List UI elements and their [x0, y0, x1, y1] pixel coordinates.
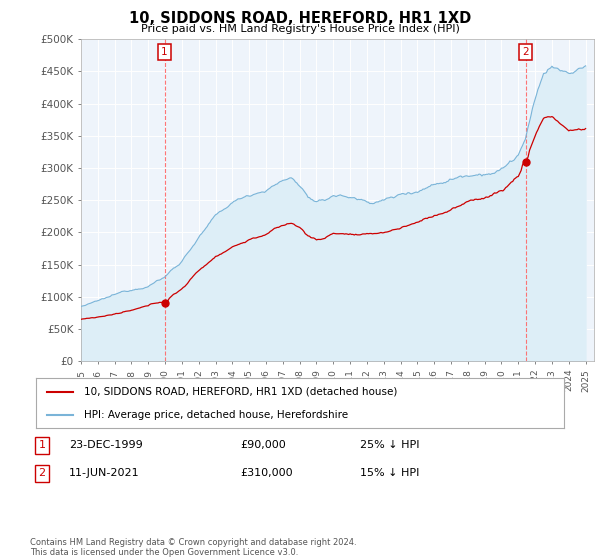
- Text: 10, SIDDONS ROAD, HEREFORD, HR1 1XD (detached house): 10, SIDDONS ROAD, HEREFORD, HR1 1XD (det…: [83, 386, 397, 396]
- Text: 23-DEC-1999: 23-DEC-1999: [69, 440, 143, 450]
- Text: 10, SIDDONS ROAD, HEREFORD, HR1 1XD: 10, SIDDONS ROAD, HEREFORD, HR1 1XD: [129, 11, 471, 26]
- Text: 15% ↓ HPI: 15% ↓ HPI: [360, 468, 419, 478]
- Text: 11-JUN-2021: 11-JUN-2021: [69, 468, 140, 478]
- Text: 2: 2: [38, 468, 46, 478]
- Text: £310,000: £310,000: [240, 468, 293, 478]
- Text: Contains HM Land Registry data © Crown copyright and database right 2024.
This d: Contains HM Land Registry data © Crown c…: [30, 538, 356, 557]
- Text: 25% ↓ HPI: 25% ↓ HPI: [360, 440, 419, 450]
- Text: HPI: Average price, detached house, Herefordshire: HPI: Average price, detached house, Here…: [83, 410, 347, 420]
- Text: 1: 1: [38, 440, 46, 450]
- Text: £90,000: £90,000: [240, 440, 286, 450]
- Text: 2: 2: [523, 47, 529, 57]
- Text: Price paid vs. HM Land Registry's House Price Index (HPI): Price paid vs. HM Land Registry's House …: [140, 24, 460, 34]
- Text: 1: 1: [161, 47, 168, 57]
